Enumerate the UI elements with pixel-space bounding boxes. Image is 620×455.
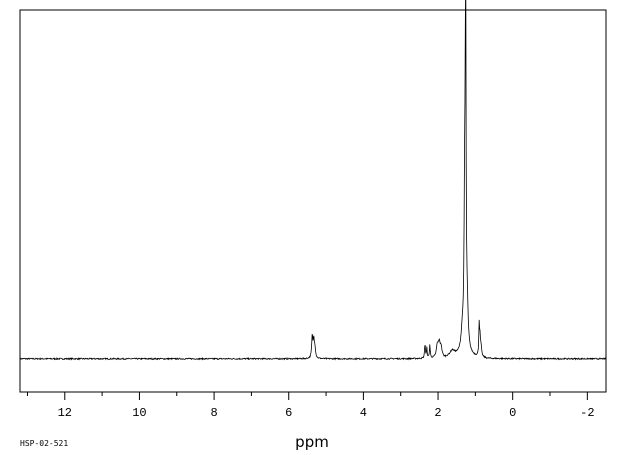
x-axis-ticks [26,392,588,400]
tick-label: 10 [132,406,146,420]
tick-label: 2 [434,406,441,420]
tick-label: 6 [285,406,292,420]
x-axis-title: ppm [295,433,329,451]
spectrum-code-label: HSP-02-521 [20,439,68,448]
tick-label: 8 [210,406,217,420]
tick-label: 12 [58,406,72,420]
tick-label: 0 [509,406,516,420]
tick-label: -2 [580,406,594,420]
spectrum-line [19,0,607,361]
x-axis-tick-labels: 12 10 8 6 4 2 0 -2 [58,406,595,420]
tick-label: 4 [360,406,367,420]
plot-frame [19,9,607,393]
